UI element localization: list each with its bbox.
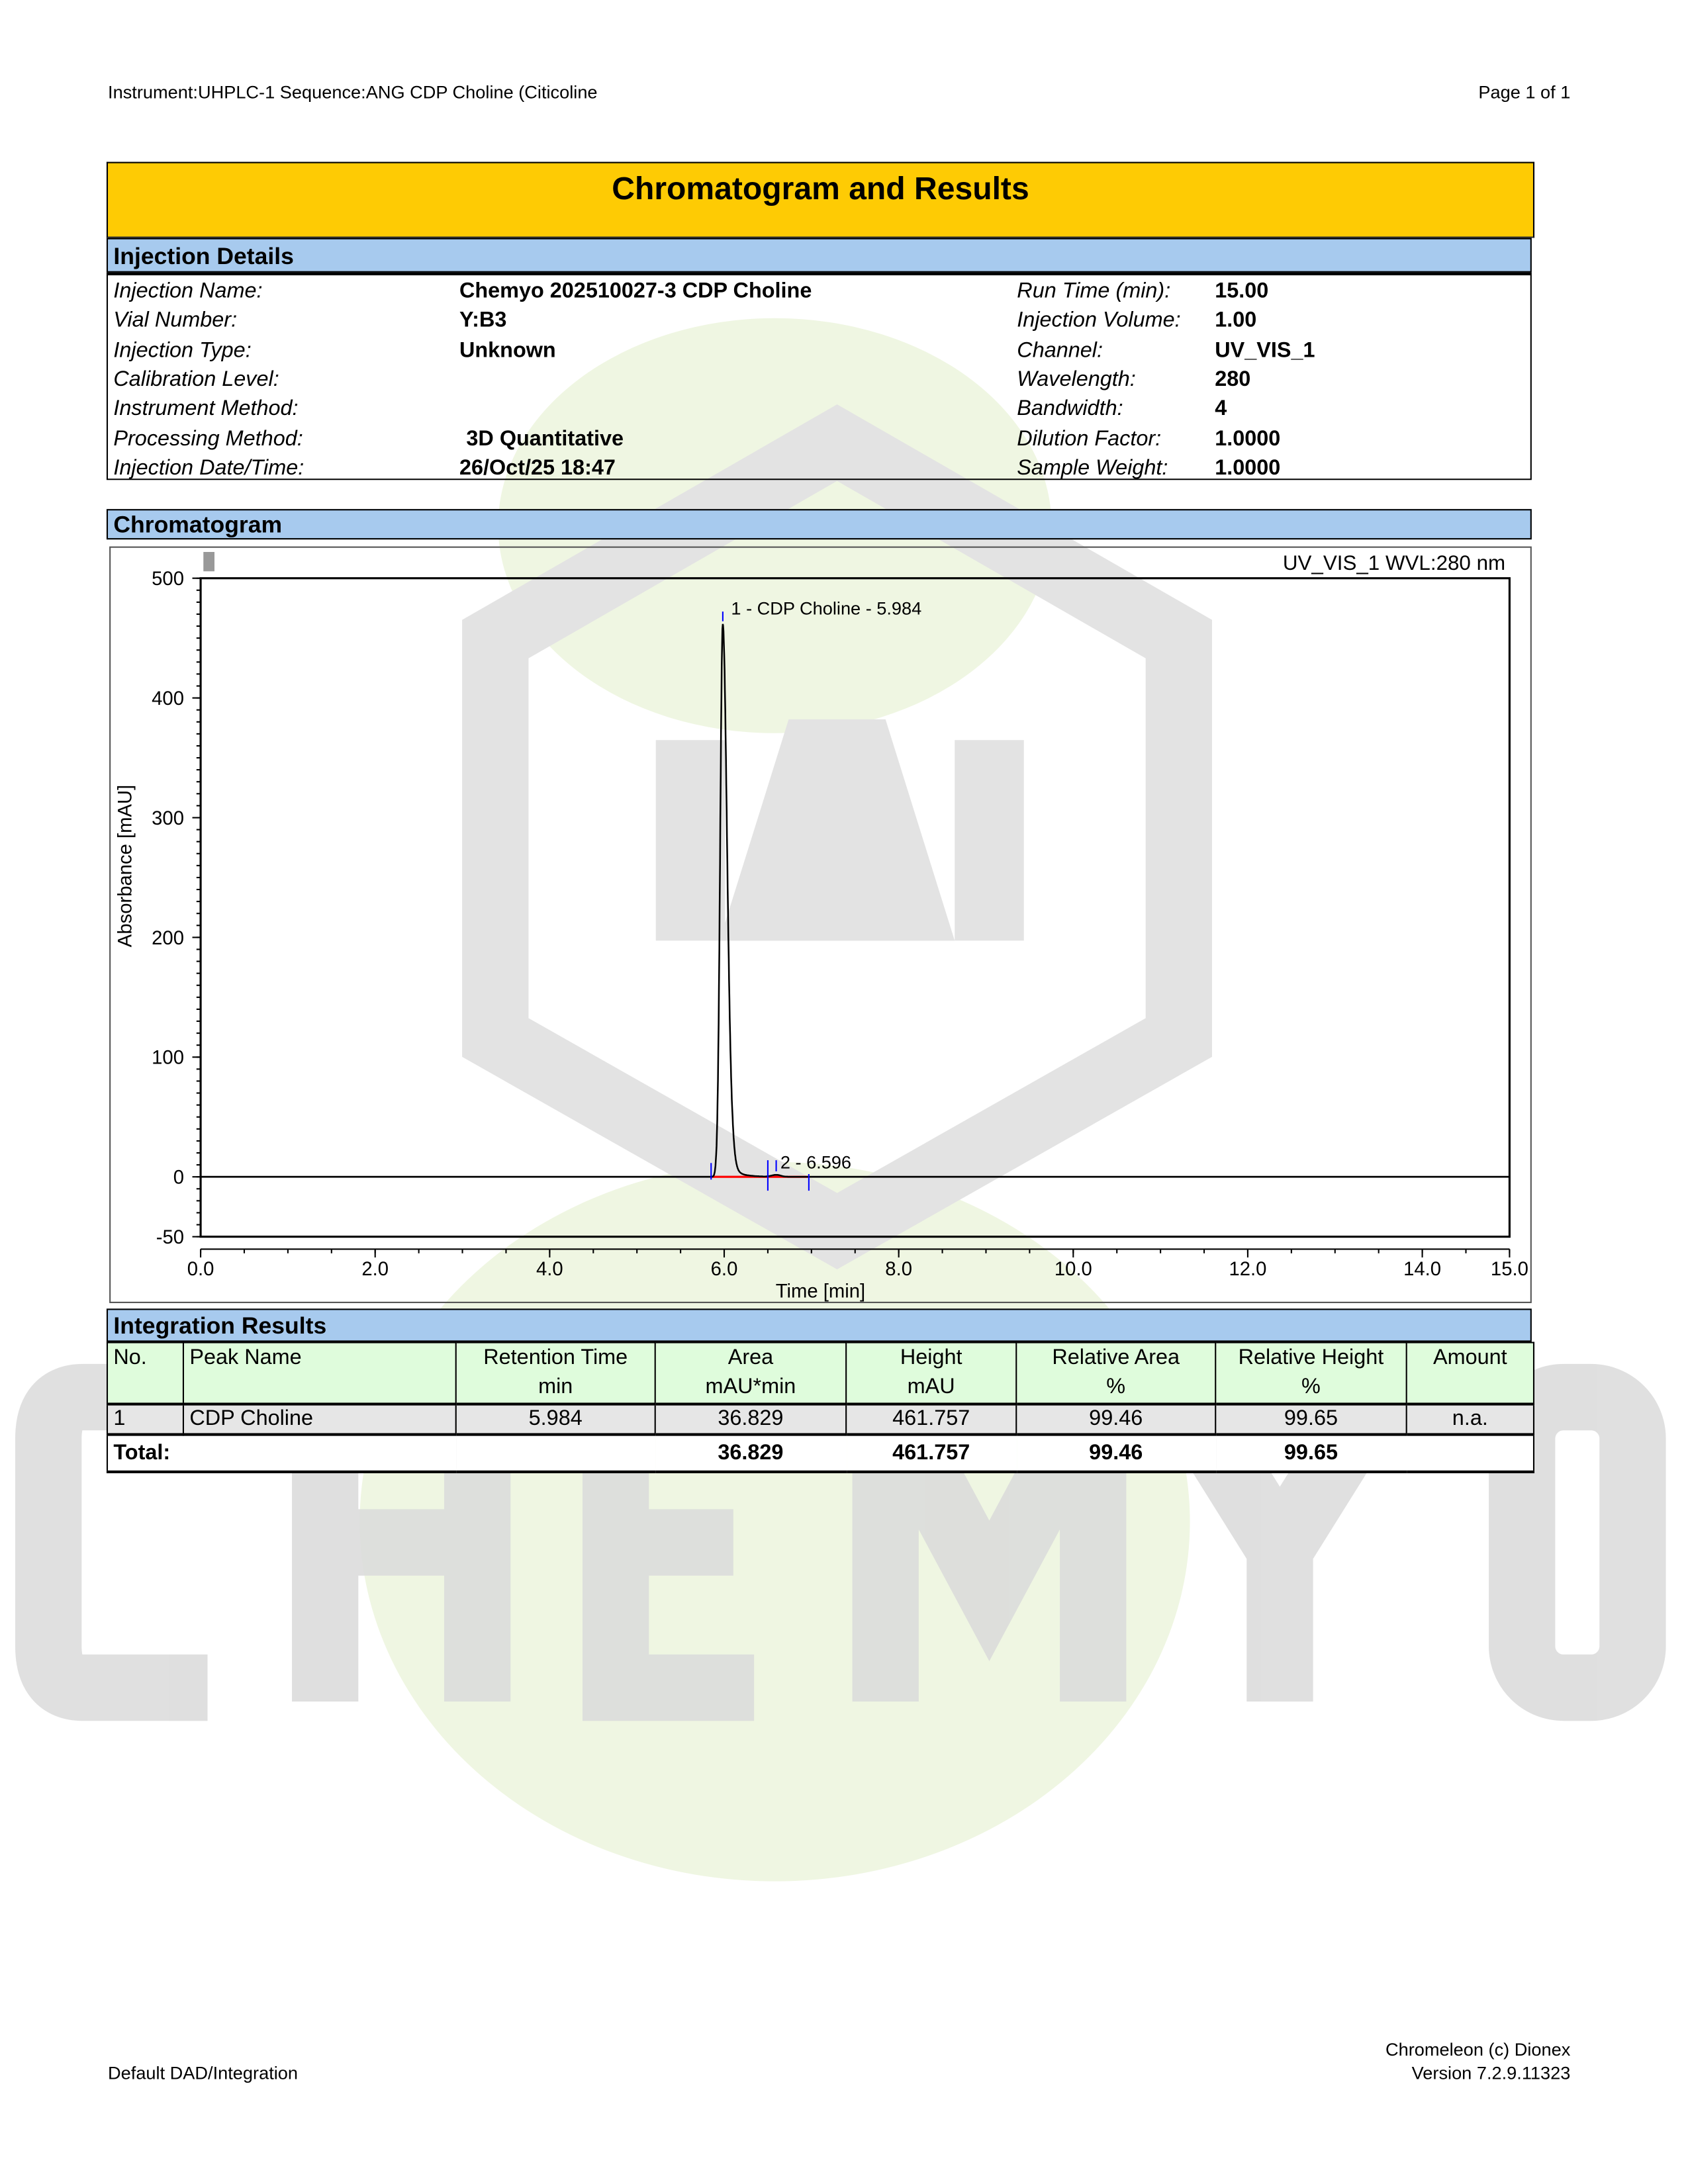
col-relative-height: Relative Height% [1215, 1342, 1407, 1405]
detail-label: Dilution Factor: [1017, 426, 1162, 451]
x-tick-label: 8.0 [885, 1259, 912, 1280]
chromatogram-trace [201, 623, 1510, 1178]
cell-retention-time: 5.984 [455, 1402, 656, 1435]
total-row: Total: 36.829 461.757 99.46 99.65 [106, 1433, 1535, 1474]
detail-label: Wavelength: [1017, 367, 1136, 392]
page-number: Page 1 of 1 [1478, 81, 1571, 103]
peak-1-label: 1 - CDP Choline - 5.984 [731, 598, 921, 618]
total-label: Total: [106, 1433, 456, 1474]
detail-label: Bandwidth: [1017, 397, 1123, 421]
x-tick-label: 14.0 [1403, 1259, 1441, 1280]
detail-value: 280 [1215, 367, 1251, 392]
header-instrument-sequence: Instrument:UHPLC-1 Sequence:ANG CDP Chol… [108, 81, 598, 103]
integration-results-table: No. Peak Name Retention Time min Area mAU*… [106, 1342, 1535, 1474]
y-tick-label: -50 [156, 1227, 184, 1248]
peak-2-label: 2 - 6.596 [780, 1152, 851, 1173]
y-tick-label: 400 [152, 688, 184, 709]
x-tick-label: 10.0 [1055, 1259, 1092, 1280]
total-area: 36.829 [655, 1433, 847, 1474]
col-retention-time: Retention Time min [455, 1342, 656, 1405]
detail-label: Calibration Level: [113, 367, 279, 392]
footer-left: Default DAD/Integration [108, 2062, 299, 2083]
detail-label: Injection Volume: [1017, 308, 1181, 333]
cell-amount: n.a. [1405, 1402, 1535, 1435]
y-tick-label: 500 [152, 569, 184, 590]
footer-version: Version 7.2.9.11323 [1411, 2062, 1571, 2083]
cell-area: 36.829 [654, 1402, 847, 1435]
y-tick-label: 300 [152, 808, 184, 829]
vial-icon [203, 551, 214, 572]
detail-value: 3D Quantitative [466, 426, 624, 451]
y-tick-label: 200 [152, 928, 184, 949]
cell-height: 461.757 [845, 1402, 1017, 1435]
col-area: Area mAU*min [654, 1342, 847, 1405]
detail-value: 1.0000 [1215, 426, 1281, 451]
cell-relative-area: 99.46 [1015, 1402, 1217, 1435]
detail-label: Injection Name: [113, 279, 263, 303]
report-title: Chromatogram and Results [106, 161, 1535, 238]
cell-peak-name: CDP Choline [182, 1402, 457, 1435]
detail-label: Sample Weight: [1017, 456, 1168, 480]
detail-label: Injection Type: [113, 338, 252, 362]
x-tick-label: 2.0 [361, 1259, 389, 1280]
cell-relative-height: 99.65 [1215, 1402, 1407, 1435]
x-axis-label: Time [min] [776, 1281, 865, 1302]
detail-value: 1.0000 [1215, 456, 1281, 480]
detail-value: 4 [1215, 397, 1227, 421]
detail-label: Run Time (min): [1017, 279, 1171, 303]
plot-area [199, 577, 1511, 1238]
injection-details-heading: Injection Details [106, 238, 1532, 273]
col-no: No. [106, 1342, 184, 1405]
total-relative-area: 99.46 [1016, 1433, 1216, 1474]
col-amount: Amount [1405, 1342, 1535, 1405]
col-height: Height mAU [845, 1342, 1017, 1405]
chart-title: UV_VIS_1 WVL:280 nm [1283, 551, 1505, 574]
total-height: 461.757 [846, 1433, 1017, 1474]
total-relative-height: 99.65 [1215, 1433, 1407, 1474]
x-tick-label: 6.0 [711, 1259, 738, 1280]
detail-label: Processing Method: [113, 426, 303, 451]
x-tick-label: 12.0 [1229, 1259, 1266, 1280]
table-row: 1 CDP Choline 5.984 36.829 461.757 99.46… [106, 1402, 1535, 1435]
y-tick-label: 100 [152, 1048, 184, 1069]
col-relative-area: Relative Area% [1015, 1342, 1217, 1405]
x-tick-label: 0.0 [187, 1259, 214, 1280]
detail-value: UV_VIS_1 [1215, 338, 1315, 362]
detail-value: 26/Oct/25 18:47 [459, 456, 616, 480]
detail-label: Channel: [1017, 338, 1103, 362]
detail-value: Chemyo 202510027-3 CDP Choline [459, 279, 812, 303]
col-peak-name: Peak Name [182, 1342, 457, 1405]
detail-value: Unknown [459, 338, 556, 362]
cell-no: 1 [106, 1402, 184, 1435]
detail-label: Vial Number: [113, 308, 238, 333]
y-axis-label: Absorbance [mAU] [115, 785, 136, 947]
footer-software: Chromeleon (c) Dionex [1385, 2038, 1571, 2060]
chromatogram-chart: UV_VIS_1 WVL:280 nm 500 400 300 200 100 0 -50 0.… [109, 546, 1532, 1303]
y-tick-label: 0 [173, 1167, 184, 1189]
detail-value: 1.00 [1215, 308, 1257, 333]
integration-results-heading: Integration Results [106, 1308, 1532, 1342]
detail-value: 15.00 [1215, 279, 1269, 303]
x-tick-label: 4.0 [536, 1259, 563, 1280]
detail-label: Injection Date/Time: [113, 456, 305, 480]
detail-value: Y:B3 [459, 308, 507, 333]
chromatogram-heading: Chromatogram [106, 509, 1532, 540]
table-header-row: No. Peak Name Retention Time min Area mAU*… [106, 1342, 1535, 1405]
x-tick-label: 15.0 [1491, 1259, 1528, 1280]
detail-label: Instrument Method: [113, 397, 299, 421]
injection-details-panel: Injection Name: Chemyo 202510027-3 CDP Ch… [106, 272, 1532, 480]
